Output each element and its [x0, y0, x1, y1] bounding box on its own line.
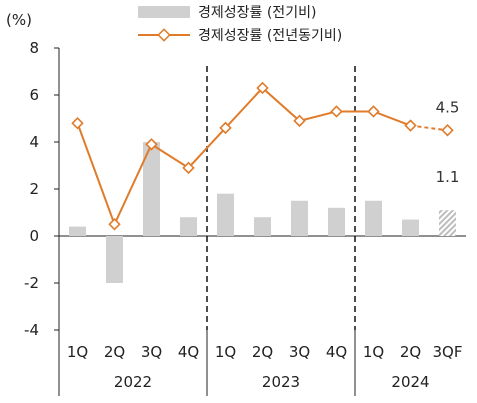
yoy-point — [182, 161, 195, 175]
x-tick-label: 1Q — [363, 343, 384, 361]
yoy-point — [293, 114, 306, 128]
bar — [327, 207, 346, 236]
y-tick-label: 8 — [29, 39, 39, 57]
year-dividers — [206, 66, 356, 330]
x-tick-label: 4Q — [178, 343, 199, 361]
yoy-line-forecast — [410, 124, 448, 132]
yoy-point — [256, 81, 269, 95]
y-tick-label: 0 — [29, 227, 39, 245]
x-tick-label: 2Q — [104, 343, 125, 361]
bar — [179, 217, 198, 236]
x-tick-label: 3Q — [289, 343, 310, 361]
x-tick-label: 1Q — [215, 343, 236, 361]
bar — [68, 226, 87, 236]
y-axis-unit-label: (%) — [6, 11, 32, 29]
yoy-point — [145, 138, 158, 151]
x-tick-label: 2Q — [252, 343, 273, 361]
legend: 경제성장률 (전기비) 경제성장률 (전년동기비) — [138, 5, 342, 44]
bar — [105, 236, 124, 283]
x-tick-label: 4Q — [326, 343, 347, 361]
bar — [216, 193, 235, 236]
year-label: 2023 — [262, 373, 300, 391]
yoy-point — [441, 124, 454, 137]
yoy-point — [330, 105, 343, 118]
yoy-point — [108, 218, 121, 231]
bar — [364, 200, 383, 236]
yoy-point — [367, 105, 380, 118]
data-label: 1.1 — [436, 168, 460, 186]
line-series — [71, 81, 454, 231]
legend-label-yoy: 경제성장률 (전년동기비) — [198, 28, 342, 44]
bar — [401, 219, 420, 236]
legend-label-qoq: 경제성장률 (전기비) — [198, 5, 316, 21]
y-tick-label: 4 — [29, 133, 39, 151]
yoy-point — [404, 119, 417, 132]
year-label: 2022 — [114, 373, 152, 391]
bar — [290, 200, 309, 236]
y-tick-label: -4 — [24, 321, 39, 339]
y-tick-label: 2 — [29, 180, 39, 198]
x-tick-label: 3Q — [141, 343, 162, 361]
legend-marker-swatch — [157, 28, 171, 42]
tick-labels: 8 6 4 2 0 -2 -4 2022 2023 2024 1Q 2Q 3Q 4Q 1Q 2Q 3Q 4Q 1Q 2… — [24, 39, 462, 391]
yoy-point — [219, 121, 232, 135]
y-tick-label: -2 — [24, 274, 39, 292]
y-tick-label: 6 — [29, 86, 39, 104]
bar — [253, 217, 272, 236]
bar-series — [68, 142, 457, 283]
yoy-point — [71, 116, 84, 130]
bar — [142, 142, 161, 236]
year-label: 2024 — [391, 373, 429, 391]
yoy-line — [76, 86, 411, 227]
x-tick-label: 2Q — [400, 343, 421, 361]
x-tick-label: 1Q — [67, 343, 88, 361]
data-label: 4.5 — [436, 98, 460, 116]
bar — [438, 210, 457, 236]
x-tick-label: 3QF — [433, 343, 463, 361]
legend-bar-swatch — [138, 6, 190, 18]
